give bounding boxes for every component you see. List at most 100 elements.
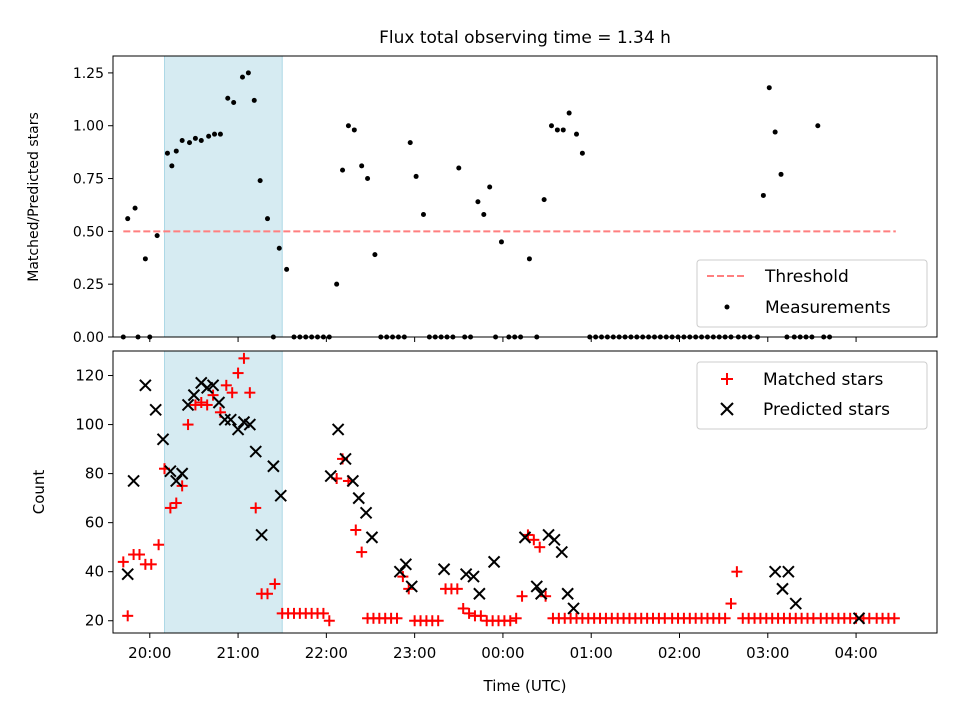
measurement-point xyxy=(560,127,566,133)
predicted-star-stroke xyxy=(249,445,262,458)
measurement-point xyxy=(420,211,426,217)
ratio-legend-box xyxy=(696,259,928,328)
observing-window-shading-bottom xyxy=(164,350,283,634)
matched-star-point xyxy=(463,607,475,619)
x-tick-label: 00:00 xyxy=(481,644,524,662)
measurement-point xyxy=(548,123,554,129)
predicted-star-point xyxy=(331,423,345,436)
predicted-star-stroke xyxy=(365,531,379,544)
predicted-star-stroke xyxy=(164,464,177,478)
predicted-star-point xyxy=(139,379,152,392)
measurement-point xyxy=(574,131,579,137)
predicted-star-point xyxy=(149,403,162,417)
legend-threshold-label: Threshold xyxy=(764,267,849,287)
predicted-star-stroke xyxy=(331,423,345,436)
legend-predicted-swatch xyxy=(720,402,734,416)
predicted-star-point xyxy=(324,469,337,483)
predicted-star-stroke xyxy=(156,433,170,446)
matched-star-point xyxy=(356,546,368,558)
predicted-star-point xyxy=(768,565,782,578)
measurement-point xyxy=(481,211,487,217)
predicted-star-point xyxy=(518,531,532,544)
count-y-tick-label: 120 xyxy=(75,367,104,385)
predicted-star-stroke xyxy=(139,379,152,392)
measurement-point xyxy=(541,197,547,203)
legend-matched-label: Matched stars xyxy=(763,370,883,390)
count-legend-box xyxy=(696,361,928,430)
measurement-point xyxy=(217,131,223,137)
matched-star-point xyxy=(133,549,145,561)
matched-star-point xyxy=(269,578,281,590)
matched-star-point xyxy=(504,615,516,627)
ratio-y-axis-ticks: 0.00 0.25 0.50 0.75 1.00 1.25 xyxy=(73,66,113,346)
legend-predicted-label: Predicted stars xyxy=(763,400,890,420)
matched-star-point xyxy=(117,556,129,568)
matched-star-point xyxy=(122,610,134,622)
predicted-star-point xyxy=(164,464,177,478)
predicted-star-stroke xyxy=(206,379,220,392)
predicted-star-stroke xyxy=(487,555,501,569)
predicted-star-stroke xyxy=(459,567,473,581)
predicted-star-stroke xyxy=(534,587,548,600)
count-y-tick-label: 100 xyxy=(75,416,104,434)
x-tick-label: 22:00 xyxy=(305,644,348,662)
matched-star-point xyxy=(317,607,329,619)
ratio-y-tick-label: 0.75 xyxy=(73,172,104,188)
measurement-point xyxy=(351,127,357,133)
predicted-star-stroke xyxy=(187,388,201,402)
predicted-star-point xyxy=(487,555,501,569)
predicted-star-stroke xyxy=(561,587,574,600)
observing-window-shading xyxy=(164,55,283,338)
predicted-star-stroke xyxy=(405,580,418,593)
matched-star-point xyxy=(238,352,250,364)
x-tick-label: 20:00 xyxy=(128,644,171,662)
matched-star-point xyxy=(201,399,213,411)
predicted-star-stroke xyxy=(218,413,232,426)
measurement-point xyxy=(579,150,585,156)
predicted-star-stroke xyxy=(399,558,413,571)
measurement-point xyxy=(198,138,204,144)
ratio-plot-frame xyxy=(112,55,938,338)
predicted-star-point xyxy=(175,467,189,480)
predicted-star-point xyxy=(467,570,480,583)
measurement-point xyxy=(257,178,263,184)
measurement-point xyxy=(413,173,419,179)
measurement-point xyxy=(340,167,346,173)
count-y-axis-label: Count xyxy=(30,470,48,515)
ratio-y-tick-label: 0.00 xyxy=(73,330,104,346)
predicted-star-stroke xyxy=(237,415,251,429)
predicted-star-point xyxy=(127,474,140,488)
predicted-star-point xyxy=(156,433,170,446)
measurement-point xyxy=(498,239,504,245)
predicted-star-point xyxy=(255,528,268,542)
predicted-star-point xyxy=(405,580,418,593)
predicted-star-stroke xyxy=(170,474,183,488)
measurement-point xyxy=(815,123,821,129)
measurement-point xyxy=(154,233,160,239)
predicted-star-point xyxy=(224,413,237,426)
measurement-point xyxy=(125,216,131,222)
predicted-star-point xyxy=(121,567,134,581)
predicted-star-point xyxy=(249,445,262,458)
measurement-point xyxy=(239,74,245,80)
predicted-star-point xyxy=(789,597,802,610)
ratio-x-axis-ticks xyxy=(149,337,857,342)
predicted-star-stroke xyxy=(274,489,287,502)
predicted-star-point xyxy=(346,474,360,488)
matched-star-point xyxy=(391,612,403,624)
predicted-star-stroke xyxy=(352,491,365,505)
measurement-point xyxy=(206,133,212,139)
measurement-point xyxy=(179,138,185,144)
matched-star-point xyxy=(220,379,232,391)
predicted-star-point xyxy=(231,423,245,436)
predicted-star-point xyxy=(206,379,220,392)
count-plot-frame xyxy=(112,350,938,634)
matched-star-point xyxy=(540,590,552,602)
predicted-star-stroke xyxy=(324,469,337,483)
matched-star-point xyxy=(432,615,444,627)
predicted-star-stroke xyxy=(518,531,532,544)
matched-star-point xyxy=(145,558,157,570)
predicted-star-stroke xyxy=(776,582,789,596)
predicted-stars-points xyxy=(121,376,866,625)
